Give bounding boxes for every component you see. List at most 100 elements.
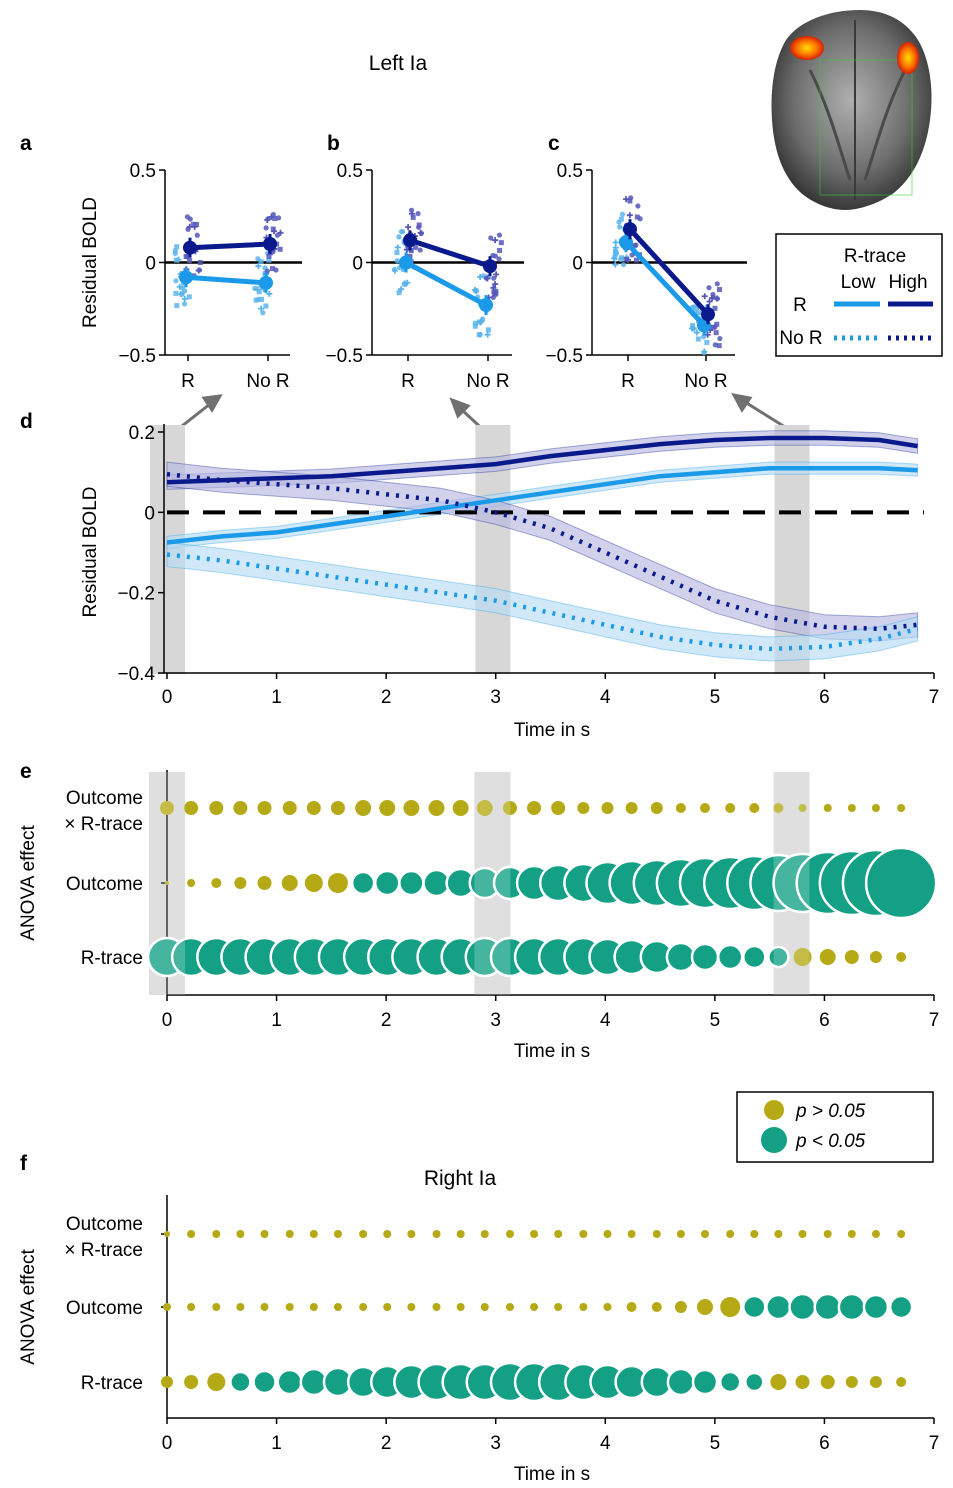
effect-bubble [716, 943, 744, 971]
effect-bubble [505, 1303, 514, 1311]
data-point [272, 215, 278, 221]
legend-sig-label: p < 0.05 [795, 1131, 866, 1152]
y-tick-label: 0 [572, 254, 583, 275]
left-ia-title: Left Ia [369, 52, 428, 75]
x-tick-label: 0 [162, 1010, 173, 1031]
effect-bubble [690, 942, 720, 972]
data-point [492, 237, 499, 244]
effect-bubble [211, 878, 222, 888]
series-line [166, 471, 918, 632]
data-point [695, 336, 701, 342]
mean-marker [179, 270, 193, 285]
data-point [270, 228, 277, 235]
data-point [173, 278, 179, 284]
x-tick-label: 3 [490, 1433, 501, 1454]
effect-bubble [282, 801, 297, 815]
legend-high-label: High [888, 272, 927, 293]
x-tick-label: 3 [490, 1010, 501, 1031]
data-point [714, 281, 720, 287]
data-point [405, 224, 412, 231]
effect-bubble [359, 1230, 368, 1238]
data-point [190, 221, 196, 227]
mean-marker [623, 222, 637, 237]
effect-bubble [505, 1230, 514, 1238]
data-point [693, 329, 700, 336]
effect-bubble [212, 1230, 221, 1238]
mean-line-high [628, 227, 710, 316]
effect-bubble [236, 1303, 245, 1311]
effect-bubble [847, 1230, 856, 1238]
effect-bubble [750, 1230, 759, 1238]
data-point [492, 281, 499, 288]
data-point [266, 257, 272, 263]
data-point [496, 232, 503, 238]
data-point [620, 261, 627, 268]
data-point [396, 234, 402, 240]
effect-bubble [285, 1230, 294, 1238]
data-point [493, 291, 499, 297]
effect-bubble [285, 1303, 294, 1311]
effect-bubble [718, 1370, 742, 1394]
y-tick-label: 0.5 [337, 161, 363, 182]
effect-bubble [675, 803, 686, 813]
effect-bubble [864, 846, 938, 920]
effect-bubble [527, 801, 542, 815]
effect-bubble [257, 876, 272, 890]
panel-letter-b: b [327, 132, 340, 155]
data-point [197, 260, 203, 266]
effect-bubble [236, 1230, 245, 1238]
data-point [173, 257, 179, 263]
effect-bubble [869, 951, 882, 963]
effect-bubble [309, 1230, 318, 1238]
effect-bubble [403, 800, 420, 816]
x-tick-label: 1 [271, 1433, 282, 1454]
y-tick-label: 0 [144, 503, 155, 524]
time-highlight-overlay [474, 772, 511, 995]
effect-bubble [502, 801, 517, 815]
x-tick-label: R [181, 371, 195, 392]
data-point [701, 348, 708, 355]
legend-low-label: Low [841, 272, 876, 293]
data-point [706, 285, 712, 291]
effect-bubble [798, 804, 807, 812]
y-axis-label: Residual BOLD [80, 487, 101, 618]
data-point [263, 303, 269, 309]
data-point [265, 216, 271, 222]
effect-label: × R-trace [64, 814, 143, 835]
x-tick-label: 4 [600, 687, 611, 708]
effect-bubble [869, 1376, 882, 1388]
data-point [258, 305, 265, 312]
effect-bubble [452, 800, 469, 816]
data-point [187, 258, 193, 264]
legend-r-label: R [793, 295, 807, 316]
effect-bubble [207, 1373, 226, 1391]
legend-rtrace-title: R-trace [844, 246, 906, 267]
data-point [472, 323, 478, 329]
panel-e-chart: 0 1 2 3 4 5 6 7 Time in s ANOVA effect Outcome × R-… [18, 770, 939, 1062]
data-point [398, 229, 405, 235]
effect-bubble [456, 1230, 465, 1238]
data-point [704, 339, 710, 345]
x-tick-label: 5 [710, 687, 721, 708]
data-point [612, 254, 618, 260]
effect-bubble [398, 869, 425, 897]
data-point [269, 266, 275, 272]
y-tick-label: −0.4 [117, 664, 155, 685]
x-tick-label: 2 [381, 1433, 392, 1454]
effect-bubble [579, 1303, 588, 1311]
effect-bubble [530, 1230, 539, 1238]
effect-bubble [744, 1371, 765, 1393]
effect-bubble [160, 801, 174, 815]
legend-nonsig-marker [764, 1100, 784, 1120]
data-point [178, 291, 185, 298]
mean-line-high [189, 241, 271, 251]
data-point [488, 235, 494, 241]
effect-bubble [407, 1303, 416, 1311]
data-point [612, 244, 619, 251]
x-tick-label: 3 [490, 687, 501, 708]
data-point [174, 244, 180, 250]
effect-bubble [480, 1303, 489, 1311]
effect-bubble [847, 804, 856, 812]
x-tick-label: 0 [162, 687, 173, 708]
